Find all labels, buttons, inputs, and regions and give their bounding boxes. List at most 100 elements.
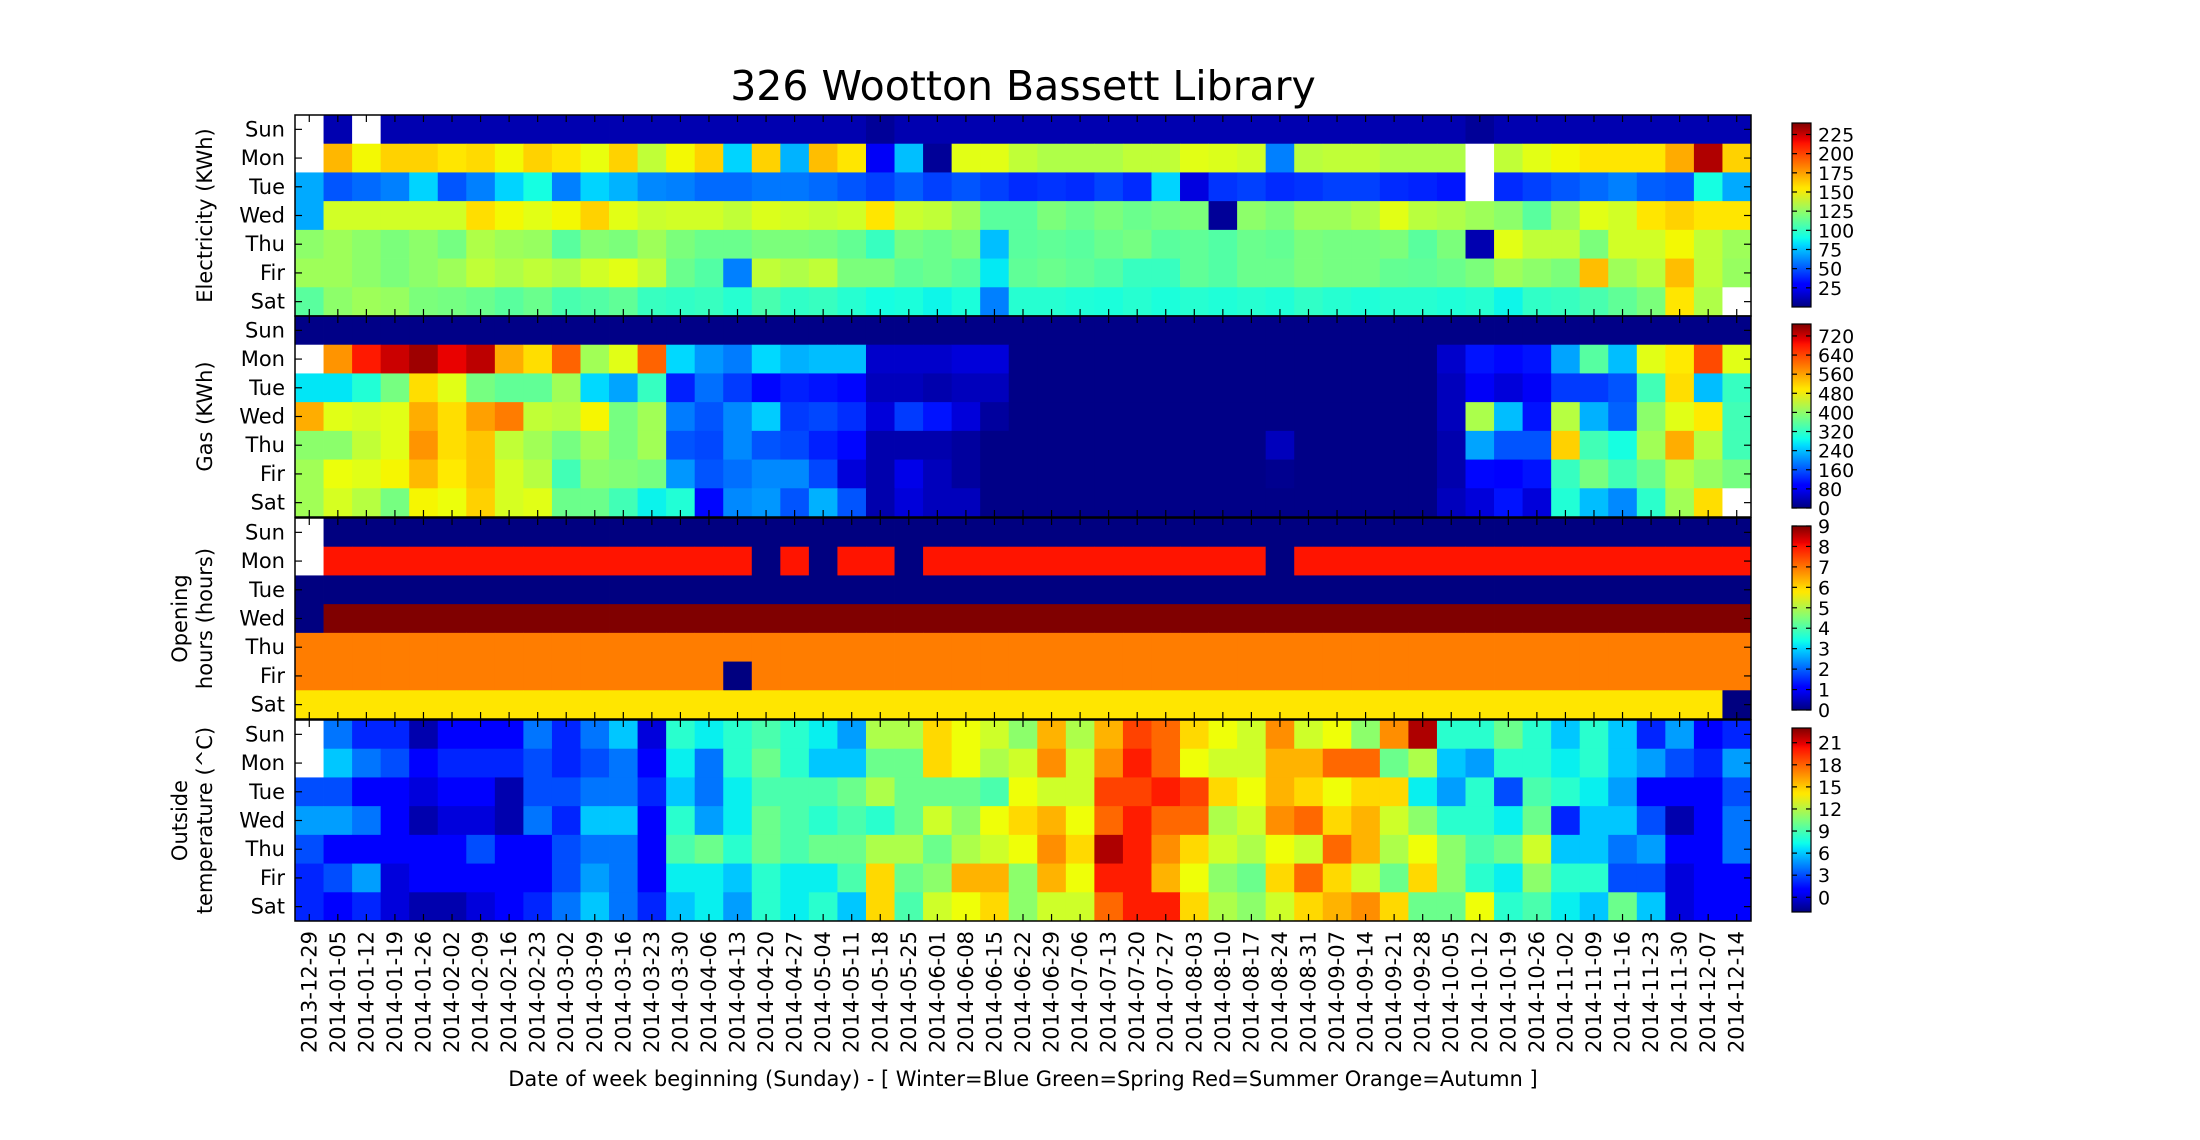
heatmap-cell: [780, 748, 810, 778]
week-date-label: 2014-09-14: [1354, 931, 1378, 1053]
heatmap-cell: [666, 806, 696, 836]
heatmap-cell: [1465, 459, 1495, 489]
heatmap-cell: [437, 632, 467, 662]
heatmap-cell: [951, 604, 981, 634]
week-date-label: 2014-05-25: [897, 931, 921, 1053]
heatmap-cell: [751, 748, 781, 778]
heatmap-cell: [808, 344, 838, 374]
day-label: Thu: [245, 837, 285, 861]
heatmap-cell: [1494, 373, 1524, 403]
heatmap-cell: [1636, 344, 1666, 374]
day-label: Sun: [245, 318, 285, 342]
heatmap-cell: [637, 143, 667, 173]
heatmap-cell: [409, 143, 439, 173]
heatmap-cell: [865, 430, 895, 460]
heatmap-cell: [951, 143, 981, 173]
heatmap-cell: [1151, 229, 1181, 259]
heatmap-cell: [1122, 806, 1152, 836]
heatmap-cell: [380, 143, 410, 173]
heatmap-cell: [1037, 402, 1067, 432]
heatmap-cell: [865, 806, 895, 836]
week-date-label: 2014-12-14: [1725, 931, 1749, 1053]
heatmap-cell: [980, 373, 1010, 403]
heatmap-cell: [694, 143, 724, 173]
heatmap-cell: [1122, 258, 1152, 288]
heatmap-cell: [1551, 806, 1581, 836]
heatmap-cell: [894, 661, 924, 691]
heatmap-cell: [1579, 258, 1609, 288]
heatmap-cell: [1208, 575, 1238, 605]
week-date-label: 2014-11-02: [1553, 931, 1577, 1053]
day-label: Fir: [260, 664, 285, 688]
heatmap-cell: [466, 604, 496, 634]
heatmap-cell: [1151, 575, 1181, 605]
heatmap-cell: [1151, 373, 1181, 403]
heatmap-cell: [1180, 661, 1209, 691]
heatmap-cell: [723, 459, 753, 489]
heatmap-cell: [1551, 748, 1581, 778]
heatmap-cell: [865, 344, 895, 374]
heatmap-cell: [1237, 575, 1267, 605]
heatmap-cell: [808, 172, 838, 202]
heatmap-cell: [894, 402, 924, 432]
heatmap-cell: [437, 201, 467, 231]
heatmap-cell: [1636, 201, 1666, 231]
heatmap-cell: [1494, 834, 1524, 864]
heatmap-cell: [1122, 229, 1152, 259]
heatmap-cell: [1265, 546, 1295, 576]
heatmap-cell: [523, 344, 553, 374]
heatmap-cell: [865, 459, 895, 489]
heatmap-cell: [437, 863, 467, 893]
heatmap-cell: [1379, 344, 1409, 374]
heatmap-cell: [1494, 806, 1524, 836]
heatmap-cell: [1436, 373, 1466, 403]
colorbar-tick-label: 100: [1818, 220, 1854, 242]
heatmap-cell: [1665, 402, 1695, 432]
heatmap-cell: [352, 459, 382, 489]
heatmap-cell: [923, 143, 953, 173]
heatmap-cell: [1208, 834, 1238, 864]
heatmap-cell: [1180, 748, 1209, 778]
heatmap-cell: [666, 229, 696, 259]
heatmap-cell: [1379, 575, 1409, 605]
heatmap-cell: [1494, 546, 1524, 576]
heatmap-cell: [666, 604, 696, 634]
heatmap-cell: [1665, 604, 1695, 634]
heatmap-cell: [380, 546, 410, 576]
heatmap-cell: [494, 459, 524, 489]
heatmap-cell: [1665, 834, 1695, 864]
heatmap-cell: [523, 632, 553, 662]
heatmap-cell: [1180, 143, 1209, 173]
heatmap-cell: [751, 459, 781, 489]
heatmap-cell: [466, 172, 496, 202]
heatmap-cell: [323, 661, 353, 691]
heatmap-cell: [1065, 806, 1095, 836]
heatmap-cell: [1379, 748, 1409, 778]
heatmap-cell: [1065, 229, 1095, 259]
heatmap-cell: [1037, 172, 1067, 202]
heatmap-cell: [666, 201, 696, 231]
heatmap-cell: [1522, 229, 1552, 259]
heatmap-cell: [1237, 546, 1267, 576]
heatmap-cell: [637, 258, 667, 288]
heatmap-cell: [1351, 459, 1381, 489]
heatmap-cell: [694, 834, 724, 864]
heatmap-cell: [1494, 863, 1524, 893]
heatmap-cell: [1408, 229, 1438, 259]
colorbar-tick-label: 3: [1818, 865, 1830, 887]
heatmap-cell: [1636, 661, 1666, 691]
heatmap-cell: [923, 604, 953, 634]
heatmap-cell: [1294, 344, 1324, 374]
heatmap-cell: [1180, 430, 1209, 460]
heatmap-cell: [837, 229, 867, 259]
heatmap-cell: [1522, 863, 1552, 893]
heatmap-cell: [1322, 575, 1352, 605]
heatmap-cell: [980, 229, 1010, 259]
heatmap-cell: [1693, 258, 1723, 288]
heatmap-cell: [551, 258, 581, 288]
heatmap-cell: [637, 373, 667, 403]
heatmap-cell: [837, 575, 867, 605]
heatmap-cell: [323, 459, 353, 489]
day-label: Sun: [245, 722, 285, 746]
heatmap-cell: [751, 632, 781, 662]
